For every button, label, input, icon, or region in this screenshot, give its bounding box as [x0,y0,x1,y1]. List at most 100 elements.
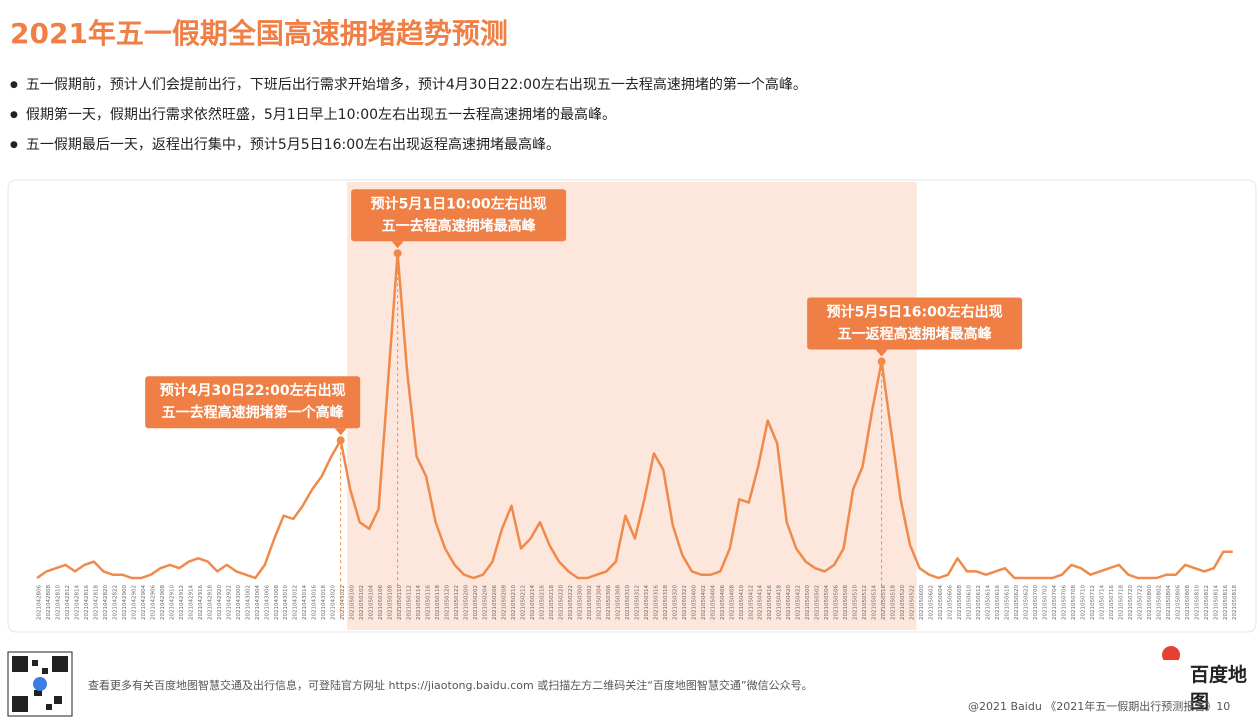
bullet-list: 五一假期前，预计人们会提前出行，下班后出行需求开始增多，预计4月30日22:00… [10,70,807,160]
x-tick-label: 2021050812 [1204,585,1210,620]
x-tick-label: 2021050622 [1023,585,1029,620]
x-tick-label: 2021042920 [217,585,223,620]
x-tick-label: 2021043018 [321,585,327,620]
callout-pointer [875,349,888,357]
x-tick-label: 2021050218 [549,585,555,620]
callout-text: 预计5月5日16:00左右出现 [827,304,1003,321]
x-tick-label: 2021042808 [46,585,52,620]
x-tick-label: 2021050804 [1166,585,1172,620]
x-tick-label: 2021050708 [1071,585,1077,620]
x-tick-label: 2021050720 [1128,585,1134,620]
x-tick-label: 2021042906 [150,585,156,620]
x-tick-label: 2021050316 [653,585,659,620]
x-tick-label: 2021050800 [1147,585,1153,620]
bullet: 五一假期最后一天，返程出行集中，预计5月5日16:00左右出现返程高速拥堵最高峰… [10,130,807,160]
callout-text: 五一返程高速拥堵最高峰 [838,326,993,343]
chart-panel [7,179,1257,633]
x-tick-label: 2021050106 [378,585,384,620]
x-tick-label: 2021050718 [1118,585,1124,620]
x-tick-label: 2021050704 [1052,585,1058,620]
x-tick-label: 2021043004 [255,585,261,620]
x-tick-label: 2021050700 [1033,585,1039,620]
bullet: 假期第一天，假期出行需求依然旺盛，5月1日早上10:00左右出现五一去程高速拥堵… [10,100,807,130]
x-tick-label: 2021050220 [558,585,564,620]
x-tick-label: 2021050412 [748,585,754,620]
x-tick-label: 2021050516 [881,585,887,620]
callout-box [807,297,1023,350]
x-tick-label: 2021050422 [796,585,802,620]
x-tick-label: 2021050110 [397,585,403,620]
x-tick-label: 2021050612 [976,585,982,620]
x-tick-label: 2021050420 [786,585,792,620]
x-tick-label: 2021050518 [891,585,897,620]
x-tick-label: 2021050318 [663,585,669,620]
x-tick-label: 2021043022 [340,585,346,620]
peak-dot [393,249,402,258]
x-tick-label: 2021050304 [596,585,602,620]
x-tick-label: 2021050816 [1223,585,1229,620]
x-tick-label: 2021042904 [141,585,147,620]
x-tick-label: 2021042820 [103,585,109,620]
x-tick-label: 2021043014 [302,585,308,620]
x-tick-label: 2021042900 [122,585,128,620]
x-tick-label: 2021050112 [407,585,413,620]
x-tick-label: 2021050414 [758,585,764,620]
x-tick-label: 2021043010 [283,585,289,620]
x-tick-label: 2021050716 [1109,585,1115,620]
x-tick-label: 2021042922 [226,585,232,620]
x-tick-label: 2021050602 [929,585,935,620]
x-tick-label: 2021050810 [1194,585,1200,620]
x-tick-label: 2021050202 [473,585,479,620]
callout-box [351,189,567,242]
x-tick-label: 2021050406 [720,585,726,620]
x-tick-label: 2021050404 [710,585,716,620]
x-tick-label: 2021042812 [65,585,71,620]
qr-code [7,651,73,717]
x-tick-label: 2021043006 [264,585,270,620]
x-tick-label: 2021042806 [37,585,43,620]
x-tick-label: 2021050400 [691,585,697,620]
x-tick-label: 2021042916 [198,585,204,620]
x-tick-label: 2021050502 [815,585,821,620]
x-tick-label: 2021043002 [245,585,251,620]
x-tick-label: 2021050408 [729,585,735,620]
x-tick-label: 2021050702 [1042,585,1048,620]
x-tick-label: 2021050200 [464,585,470,620]
title: 2021年五一假期全国高速拥堵趋势预测 [10,17,508,50]
x-tick-label: 2021050620 [1014,585,1020,620]
x-tick-label: 2021050108 [388,585,394,620]
x-tick-label: 2021050506 [834,585,840,620]
x-tick-label: 2021042816 [84,585,90,620]
callout-text: 五一去程高速拥堵最高峰 [382,217,537,234]
x-tick-label: 2021042918 [207,585,213,620]
peak-dot [877,357,886,366]
x-tick-label: 2021050818 [1232,585,1238,620]
x-tick-label: 2021050104 [369,585,375,620]
x-tick-label: 2021050722 [1137,585,1143,620]
logo-icon [1162,646,1181,672]
x-tick-label: 2021050614 [986,585,992,620]
copyright: @2021 Baidu 《2021年五一假期出行预测报告》10 [968,700,1231,713]
x-tick-label: 2021050208 [502,585,508,620]
x-tick-label: 2021050214 [530,585,536,620]
x-tick-label: 2021050210 [511,585,517,620]
x-tick-label: 2021050600 [919,585,925,620]
callout-pointer [391,241,404,249]
x-tick-label: 2021042810 [55,585,61,620]
x-tick-label: 2021050312 [634,585,640,620]
x-tick-label: 2021042908 [160,585,166,620]
x-tick-label: 2021050714 [1099,585,1105,620]
x-tick-label: 2021050102 [359,585,365,620]
peak-dot [336,436,345,445]
x-tick-label: 2021050302 [587,585,593,620]
x-tick-label: 2021050608 [957,585,963,620]
x-tick-label: 2021050322 [682,585,688,620]
x-tick-label: 2021050512 [862,585,868,620]
logo-text: 百度地图 [1190,664,1248,713]
x-tick-label: 2021042910 [169,585,175,620]
x-tick-label: 2021050706 [1061,585,1067,620]
callout-box [145,376,361,429]
footer-note: 查看更多有关百度地图智慧交通及出行信息，可登陆官方网址 https://jiao… [88,679,813,692]
x-tick-label: 2021050416 [767,585,773,620]
x-tick-label: 2021050116 [426,585,432,620]
